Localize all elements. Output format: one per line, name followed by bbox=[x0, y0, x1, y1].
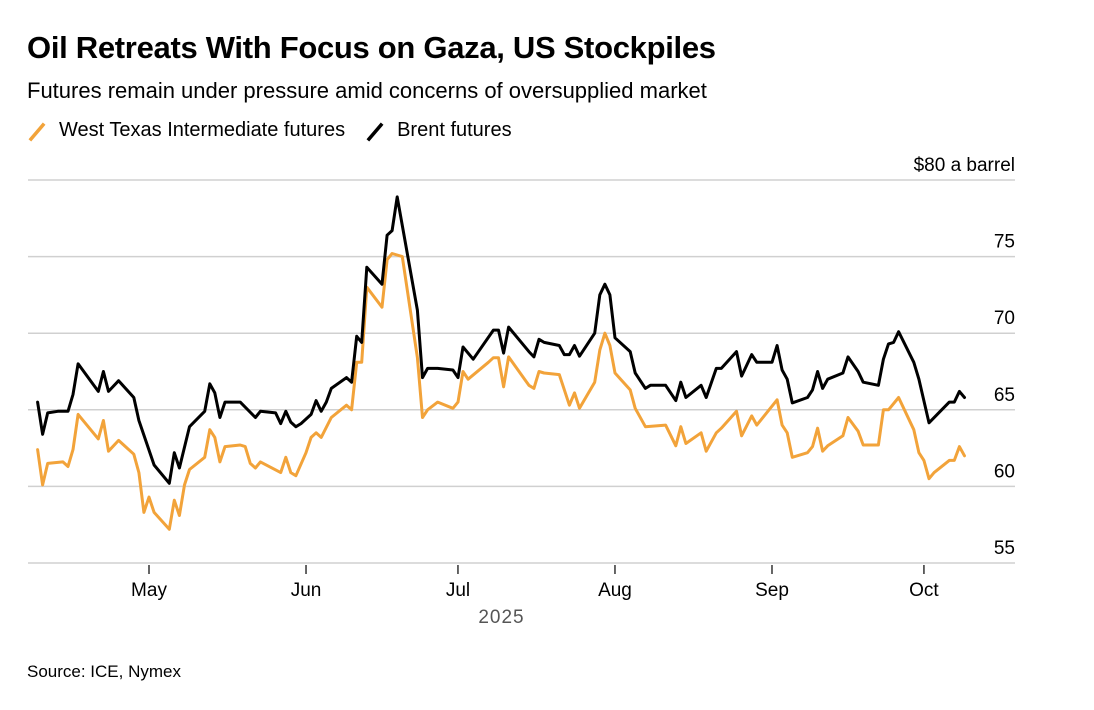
x-tick-label: May bbox=[131, 580, 167, 601]
y-tick-label: 65 bbox=[994, 385, 1015, 406]
y-tick-label: $80 a barrel bbox=[914, 155, 1015, 176]
x-tick-label: Aug bbox=[598, 580, 632, 601]
legend-label-wti: West Texas Intermediate futures bbox=[59, 119, 346, 141]
legend-item-brent: Brent futures bbox=[365, 119, 512, 142]
source-note: Source: ICE, Nymex bbox=[27, 662, 181, 681]
legend: West Texas Intermediate futures Brent fu… bbox=[27, 119, 532, 142]
y-tick-label: 60 bbox=[994, 461, 1015, 482]
x-tick-label: Oct bbox=[909, 580, 939, 601]
x-tick-label: Jun bbox=[291, 580, 322, 601]
y-tick-label: 75 bbox=[994, 232, 1015, 253]
chart-subtitle: Futures remain under pressure amid conce… bbox=[27, 78, 707, 103]
legend-item-wti: West Texas Intermediate futures bbox=[27, 119, 345, 142]
gridlines bbox=[28, 179, 1015, 564]
x-tick-label: Sep bbox=[755, 580, 789, 601]
y-axis-labels: 55 60 65 70 75 $80 a barrel bbox=[914, 155, 1015, 559]
series-line-wti bbox=[36, 252, 966, 531]
x-year-label: 2025 bbox=[478, 607, 524, 628]
legend-label-brent: Brent futures bbox=[397, 119, 512, 141]
legend-swatch-wti-icon bbox=[28, 122, 46, 141]
x-tick-label: Jul bbox=[446, 580, 470, 601]
y-tick-label: 70 bbox=[994, 308, 1015, 329]
y-tick-label: 55 bbox=[994, 538, 1015, 559]
legend-swatch-brent-icon bbox=[366, 122, 384, 141]
x-axis: May Jun Jul Aug Sep Oct 2025 bbox=[131, 565, 939, 628]
series-line-brent bbox=[36, 195, 966, 485]
series-lines bbox=[36, 195, 966, 531]
chart-title: Oil Retreats With Focus on Gaza, US Stoc… bbox=[27, 30, 716, 65]
